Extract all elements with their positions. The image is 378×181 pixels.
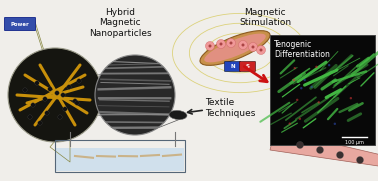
Circle shape	[209, 45, 212, 47]
Circle shape	[220, 43, 223, 45]
Text: 100 μm: 100 μm	[345, 140, 364, 145]
Circle shape	[251, 45, 254, 49]
Circle shape	[304, 79, 306, 81]
Circle shape	[296, 142, 304, 148]
Circle shape	[95, 55, 175, 135]
Circle shape	[48, 87, 52, 91]
Circle shape	[63, 107, 67, 111]
Circle shape	[75, 101, 79, 105]
Text: Textile
Techniques: Textile Techniques	[205, 98, 256, 118]
Circle shape	[38, 121, 42, 125]
Circle shape	[206, 41, 214, 50]
Circle shape	[67, 85, 71, 89]
Circle shape	[77, 79, 81, 83]
Circle shape	[257, 45, 265, 54]
FancyBboxPatch shape	[5, 18, 36, 31]
Circle shape	[58, 115, 62, 119]
Circle shape	[294, 67, 296, 69]
Polygon shape	[270, 130, 378, 167]
Circle shape	[350, 97, 352, 99]
Circle shape	[318, 101, 320, 104]
FancyBboxPatch shape	[240, 62, 256, 71]
Circle shape	[328, 64, 330, 66]
FancyBboxPatch shape	[56, 148, 184, 171]
Text: Hybrid
Magnetic
Nanoparticles: Hybrid Magnetic Nanoparticles	[89, 8, 151, 38]
Circle shape	[260, 49, 262, 52]
Circle shape	[296, 99, 298, 101]
Circle shape	[242, 43, 245, 47]
Circle shape	[28, 115, 32, 119]
Circle shape	[293, 79, 295, 81]
Ellipse shape	[169, 110, 187, 120]
Circle shape	[35, 81, 39, 85]
Circle shape	[31, 103, 35, 107]
Circle shape	[316, 146, 324, 153]
Circle shape	[288, 122, 291, 125]
Circle shape	[8, 48, 102, 142]
Circle shape	[248, 43, 257, 52]
Text: Magnetic
Stimulation: Magnetic Stimulation	[239, 8, 291, 27]
Text: Tenogenic
Differentiation: Tenogenic Differentiation	[274, 40, 330, 59]
Circle shape	[310, 86, 313, 88]
Circle shape	[61, 93, 65, 97]
Circle shape	[300, 87, 302, 89]
Circle shape	[336, 151, 344, 159]
Circle shape	[334, 123, 336, 125]
Text: N: N	[230, 64, 235, 69]
Circle shape	[73, 99, 77, 103]
Circle shape	[356, 157, 364, 163]
Circle shape	[23, 88, 27, 92]
Text: S: S	[245, 64, 249, 69]
Ellipse shape	[200, 31, 270, 65]
Circle shape	[45, 111, 49, 115]
Ellipse shape	[204, 34, 266, 62]
FancyBboxPatch shape	[270, 35, 375, 145]
Circle shape	[217, 39, 226, 49]
Circle shape	[315, 66, 318, 68]
Text: Power: Power	[11, 22, 29, 26]
Circle shape	[226, 39, 235, 47]
Circle shape	[299, 118, 301, 120]
FancyBboxPatch shape	[225, 62, 240, 71]
Circle shape	[239, 41, 248, 49]
Circle shape	[229, 41, 232, 45]
Circle shape	[55, 91, 59, 95]
Circle shape	[43, 97, 47, 101]
